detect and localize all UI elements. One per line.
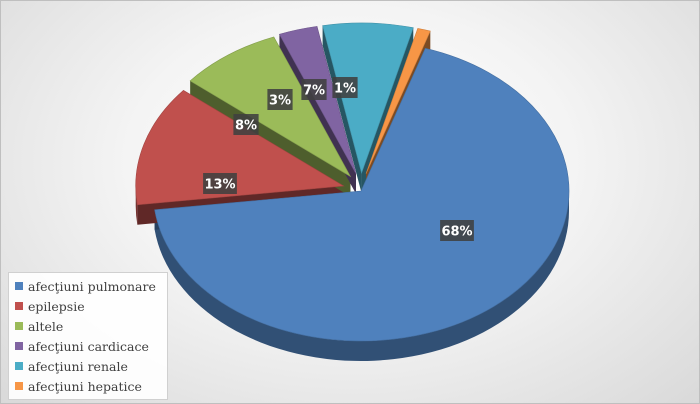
legend-swatch bbox=[15, 322, 23, 330]
legend-label: epilepsie bbox=[28, 298, 85, 314]
pie-slice-afec-iuni-renale bbox=[322, 22, 414, 175]
data-label: 13% bbox=[203, 173, 237, 194]
svg-text:7%: 7% bbox=[303, 84, 325, 99]
legend-label: afecţiuni hepatice bbox=[28, 378, 142, 394]
legend-item: afecţiuni renale bbox=[15, 356, 128, 376]
legend-label: afecţiuni cardicace bbox=[28, 338, 149, 354]
legend-item: afecţiuni cardicace bbox=[15, 336, 149, 356]
pie-slice-epilepsie bbox=[135, 89, 345, 206]
data-label: 1% bbox=[332, 77, 358, 98]
legend-item: epilepsie bbox=[15, 296, 85, 316]
svg-text:3%: 3% bbox=[269, 94, 291, 109]
legend-swatch bbox=[15, 302, 23, 310]
svg-text:1%: 1% bbox=[334, 82, 356, 97]
data-label: 3% bbox=[267, 89, 293, 110]
svg-text:13%: 13% bbox=[204, 178, 235, 193]
legend-label: altele bbox=[28, 318, 64, 334]
pie-slice-cut bbox=[322, 25, 362, 194]
pie-slice-afec-iuni-hepatice bbox=[365, 28, 431, 174]
legend-item: afecţiuni hepatice bbox=[15, 376, 142, 396]
legend-swatch bbox=[15, 342, 23, 350]
legend-label: afecţiuni renale bbox=[28, 358, 128, 374]
legend: afecţiuni pulmonare epilepsie altele afe… bbox=[8, 272, 168, 400]
data-labels: 68% 13% 8% 3% 7% 1% bbox=[203, 77, 474, 241]
legend-label: afecţiuni pulmonare bbox=[28, 278, 156, 294]
legend-swatch bbox=[15, 382, 23, 390]
svg-text:8%: 8% bbox=[235, 119, 257, 134]
pie-slice-afec-iuni-pulmonare bbox=[154, 47, 570, 342]
legend-swatch bbox=[15, 362, 23, 370]
pie-slice-afec-iuni-cardicace bbox=[278, 26, 357, 174]
legend-item: altele bbox=[15, 316, 63, 336]
data-label: 68% bbox=[440, 220, 474, 241]
data-label: 8% bbox=[233, 114, 259, 135]
legend-swatch bbox=[15, 282, 23, 290]
svg-text:68%: 68% bbox=[441, 225, 472, 240]
data-label: 7% bbox=[301, 79, 327, 100]
legend-item: afecţiuni pulmonare bbox=[15, 276, 156, 296]
